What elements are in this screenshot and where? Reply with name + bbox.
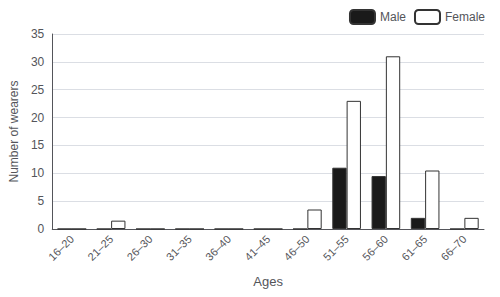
svg-text:51–55: 51–55 bbox=[321, 233, 351, 263]
svg-text:66–70: 66–70 bbox=[439, 233, 469, 263]
svg-text:25: 25 bbox=[31, 83, 45, 97]
svg-text:Ages: Ages bbox=[253, 274, 283, 289]
svg-text:20: 20 bbox=[31, 111, 45, 125]
svg-text:35: 35 bbox=[31, 27, 45, 41]
svg-text:46–50: 46–50 bbox=[282, 233, 312, 263]
svg-text:21–25: 21–25 bbox=[85, 233, 115, 263]
svg-text:Male: Male bbox=[380, 10, 406, 24]
svg-text:30: 30 bbox=[31, 55, 45, 69]
svg-text:10: 10 bbox=[31, 166, 45, 180]
svg-text:41–45: 41–45 bbox=[242, 233, 272, 263]
svg-text:Female: Female bbox=[445, 10, 485, 24]
svg-text:15: 15 bbox=[31, 138, 45, 152]
svg-text:31–35: 31–35 bbox=[164, 233, 194, 263]
svg-text:16–20: 16–20 bbox=[46, 233, 76, 263]
svg-text:36–40: 36–40 bbox=[203, 233, 233, 263]
svg-text:5: 5 bbox=[38, 194, 45, 208]
svg-text:0: 0 bbox=[38, 222, 45, 236]
svg-text:61–65: 61–65 bbox=[399, 233, 429, 263]
svg-text:56–60: 56–60 bbox=[360, 233, 390, 263]
svg-text:26–30: 26–30 bbox=[125, 233, 155, 263]
svg-text:Number of wearers: Number of wearers bbox=[7, 80, 21, 182]
